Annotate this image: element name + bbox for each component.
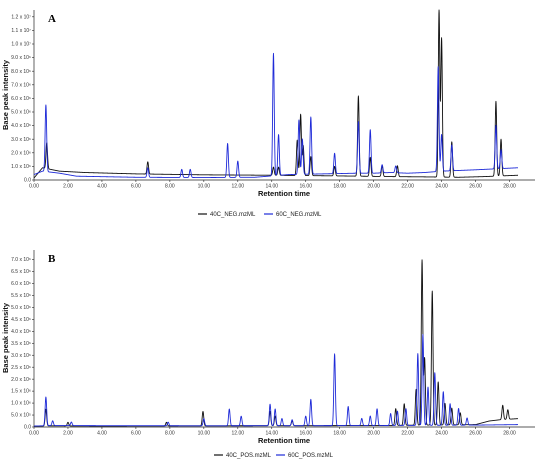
- panel-b-legend-label-40c: 40C_POS.mzML: [226, 453, 272, 459]
- panel-b-x-tick-label: 12.00: [232, 431, 245, 437]
- panel-b-y-tick-label: 2.0 x 10⁶: [11, 377, 31, 383]
- panel-a-x-tick-label: 8.00: [165, 184, 175, 190]
- panel-a-chart: A 0.0 1.0 x 10⁶ 2.0 x 10⁶ 3.0 x 10⁶ 4.0 x 10…: [1, 9, 535, 218]
- panel-a-x-tick-label: 0.00: [29, 184, 39, 190]
- panel-b-y-tick-label: 2.5 x 10⁶: [11, 365, 31, 371]
- panel-b-legend-label-60c: 60C_POS.mzML: [288, 453, 334, 459]
- panel-b-y-tick-label: 1.5 x 10⁶: [11, 389, 31, 395]
- panel-b-y-tick-label: 5.0 x 10⁵: [11, 413, 31, 419]
- panel-a-x-axis-title: Retention time: [258, 189, 310, 198]
- panel-b-y-tick-label: 6.0 x 10⁶: [11, 281, 31, 287]
- panel-a-legend-label-40c: 40C_NEG.mzML: [210, 212, 256, 218]
- panel-b-x-tick-label: 14.00: [266, 431, 279, 437]
- panel-b-x-ticks: 0.00 2.00 4.00 6.00 8.00 10.00 12.00 14.00 16.00…: [29, 427, 516, 437]
- panel-a-x-tick-label: 6.00: [131, 184, 141, 190]
- panel-a-x-tick-label: 10.00: [198, 184, 211, 190]
- panel-a-x-tick-label: 12.00: [232, 184, 245, 190]
- panel-a-x-tick-label: 24.00: [435, 184, 448, 190]
- panel-b-y-tick-label: 1.0 x 10⁶: [11, 401, 31, 407]
- panel-a-series-60c-line: [33, 52, 519, 178]
- panel-b-y-tick-label: 4.0 x 10⁶: [11, 329, 31, 335]
- panel-b-x-tick-label: 0.00: [29, 431, 39, 437]
- panel-b-y-tick-label: 6.5 x 10⁶: [11, 269, 31, 275]
- panel-b-x-tick-label: 20.00: [367, 431, 380, 437]
- panel-b-y-tick-label: 3.0 x 10⁶: [11, 353, 31, 359]
- panel-b-x-tick-label: 6.00: [131, 431, 141, 437]
- panel-a-x-tick-label: 20.00: [367, 184, 380, 190]
- panel-a-y-tick-label: 0.0: [24, 178, 31, 184]
- panel-b-x-tick-label: 18.00: [333, 431, 346, 437]
- panel-a-x-tick-label: 16.00: [299, 184, 312, 190]
- panel-a-x-tick-label: 14.00: [266, 184, 279, 190]
- panel-a-y-tick-label: 1.1 x 10⁷: [11, 28, 31, 34]
- panel-a-series: [33, 9, 519, 179]
- panel-b-x-tick-label: 26.00: [469, 431, 482, 437]
- panel-a-label: A: [48, 13, 56, 25]
- panel-b-x-tick-label: 24.00: [435, 431, 448, 437]
- panel-a-x-ticks: 0.00 2.00 4.00 6.00 8.00 10.00 12.00 14.00 16.00…: [29, 180, 516, 190]
- panel-a-x-tick-label: 18.00: [333, 184, 346, 190]
- panel-a-x-tick-label: 2.00: [63, 184, 73, 190]
- panel-b-series: [33, 259, 519, 427]
- panel-b-series-60c-line: [33, 333, 519, 427]
- panel-b-legend: 40C_POS.mzML 60C_POS.mzML: [214, 453, 334, 459]
- panel-a-x-tick-label: 22.00: [401, 184, 414, 190]
- panel-b-x-tick-label: 28.00: [503, 431, 516, 437]
- panel-b-y-axis-title: Base peak intensity: [1, 302, 10, 373]
- panel-a-x-tick-label: 4.00: [97, 184, 107, 190]
- panel-b-label: B: [48, 253, 56, 265]
- panel-b-y-tick-label: 5.5 x 10⁶: [11, 293, 31, 299]
- panel-a-legend: 40C_NEG.mzML 60C_NEG.mzML: [198, 212, 322, 218]
- panel-a-y-tick-label: 9.0 x 10⁶: [11, 55, 31, 61]
- panel-a-y-tick-label: 1.2 x 10⁷: [11, 14, 31, 20]
- panel-b-x-tick-label: 22.00: [401, 431, 414, 437]
- panel-a-y-tick-label: 8.0 x 10⁶: [11, 69, 31, 75]
- panel-a-y-tick-label: 1.0 x 10⁶: [11, 164, 31, 170]
- panel-a-x-tick-label: 28.00: [503, 184, 516, 190]
- panel-b-y-tick-label: 4.5 x 10⁶: [11, 317, 31, 323]
- panel-b-chart: B 0.0 5.0 x 10⁵ 1.0 x 10⁶ 1.5 x 10⁶ 2.0 x 10…: [1, 250, 535, 459]
- panel-b-x-tick-label: 10.00: [198, 431, 211, 437]
- panel-b-x-tick-label: 4.00: [97, 431, 107, 437]
- panel-a-x-tick-label: 26.00: [469, 184, 482, 190]
- panel-a-y-tick-label: 3.0 x 10⁶: [11, 137, 31, 143]
- panel-b-x-axis-title: Retention time: [258, 436, 310, 445]
- panel-a-y-tick-label: 5.0 x 10⁶: [11, 110, 31, 116]
- panel-b-y-tick-label: 5.0 x 10⁶: [11, 305, 31, 311]
- panel-a-y-tick-label: 7.0 x 10⁶: [11, 82, 31, 88]
- panel-b-x-tick-label: 8.00: [165, 431, 175, 437]
- panel-b-y-ticks: 0.0 5.0 x 10⁵ 1.0 x 10⁶ 1.5 x 10⁶ 2.0 x 10⁶ 2…: [11, 257, 34, 431]
- panel-a-y-tick-label: 1.0 x 10⁷: [11, 42, 31, 48]
- panel-a-legend-label-60c: 60C_NEG.mzML: [276, 212, 322, 218]
- panel-b-y-tick-label: 7.0 x 10⁶: [11, 257, 31, 263]
- panel-a-y-tick-label: 6.0 x 10⁶: [11, 96, 31, 102]
- panel-a-y-axis-title: Base peak intensity: [1, 59, 10, 130]
- panel-b-y-tick-label: 3.5 x 10⁶: [11, 341, 31, 347]
- panel-a-y-tick-label: 2.0 x 10⁶: [11, 150, 31, 156]
- panel-b-x-tick-label: 2.00: [63, 431, 73, 437]
- panel-a-y-ticks: 0.0 1.0 x 10⁶ 2.0 x 10⁶ 3.0 x 10⁶ 4.0 x 10⁶ 5…: [11, 14, 34, 184]
- panel-b-x-tick-label: 16.00: [299, 431, 312, 437]
- panel-a-y-tick-label: 4.0 x 10⁶: [11, 123, 31, 129]
- panel-b-y-tick-label: 0.0: [24, 425, 31, 431]
